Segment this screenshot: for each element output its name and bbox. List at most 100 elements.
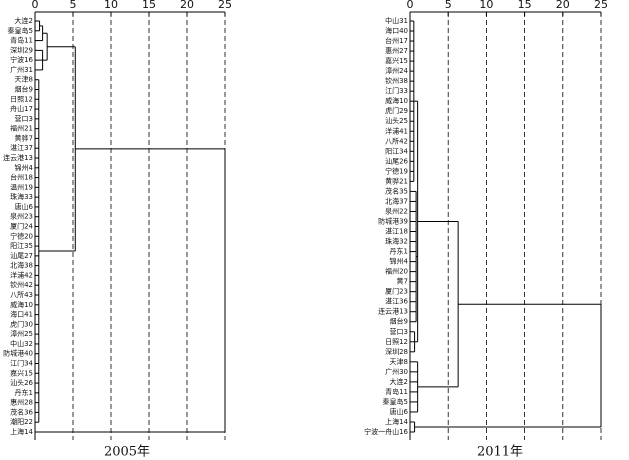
leaf-label: 威海10 [385, 96, 408, 105]
leaf-label: 唐山6 [390, 407, 409, 416]
x-tick-label: 0 [32, 0, 39, 11]
leaf-label: 日照12 [10, 95, 33, 103]
leaf-label: 广州30 [385, 367, 408, 376]
panel-caption: 2005年 [104, 445, 150, 460]
leaf-label: 烟台9 [15, 85, 33, 94]
leaf-label: 连云港13 [3, 153, 33, 162]
leaf-label: 威海10 [10, 300, 33, 309]
leaf-label: 福州20 [385, 267, 408, 276]
leaf-label: 惠州28 [10, 398, 33, 407]
x-tick-label: 5 [445, 0, 452, 11]
leaf-label: 广州31 [10, 65, 33, 74]
leaf-label: 北海38 [10, 261, 33, 270]
x-tick-label: 25 [218, 0, 232, 11]
leaf-label: 八所43 [10, 290, 33, 299]
leaf-label: 海口40 [385, 26, 408, 35]
leaf-label: 漳州25 [10, 329, 33, 338]
leaf-label: 八所42 [385, 136, 408, 145]
leaf-label: 上海14 [385, 417, 408, 426]
leaf-label: 潮阳22 [10, 417, 33, 426]
leaf-label: 汕头25 [385, 116, 408, 125]
leaf-label: 台州17 [385, 36, 408, 45]
leaf-label: 青岛11 [385, 387, 408, 396]
x-tick-label: 10 [479, 0, 493, 11]
leaf-label: 营口3 [15, 114, 33, 123]
leaf-label: 舟山17 [10, 104, 33, 113]
leaf-label: 湛江36 [385, 298, 408, 306]
leaf-label: 钦州38 [385, 76, 408, 85]
leaf-label: 茂名36 [10, 407, 33, 416]
leaf-label: 阳江35 [10, 241, 33, 250]
leaf-label: 大连2 [390, 377, 408, 386]
leaf-label: 汕头26 [10, 378, 33, 387]
leaf-label: 黄骅21 [385, 176, 408, 185]
leaf-label: 黄骅7 [15, 133, 33, 142]
leaf-label: 厦门24 [10, 222, 33, 231]
leaf-label: 泉州22 [385, 206, 408, 215]
leaf-label: 防城港39 [378, 216, 408, 225]
leaf-label: 珠海32 [385, 237, 408, 246]
leaf-label: 厦门23 [385, 287, 408, 296]
leaf-label: 北海37 [385, 196, 408, 205]
leaf-label: 茂名35 [385, 186, 408, 195]
x-tick-label: 15 [142, 0, 156, 11]
leaf-label: 宁德20 [10, 231, 33, 240]
leaf-label: 锦州4 [390, 257, 409, 266]
leaf-label: 日照12 [385, 338, 408, 346]
leaf-label: 连云港13 [378, 307, 408, 316]
leaf-label: 惠州27 [385, 46, 408, 55]
leaf-label: 汕尾26 [385, 156, 408, 165]
leaf-label: 洋浦41 [385, 126, 408, 135]
leaf-label: 温州19 [10, 182, 33, 191]
leaf-label: 江门34 [10, 359, 33, 368]
leaf-label: 虎门30 [10, 319, 33, 328]
leaf-label: 嘉兴15 [385, 56, 408, 65]
leaf-label: 防城港40 [3, 349, 33, 358]
leaf-label: 秦皇岛5 [8, 26, 33, 35]
leaf-label: 湛江37 [10, 144, 33, 152]
leaf-label: 大连2 [15, 16, 33, 25]
leaf-label: 洋浦42 [10, 270, 33, 279]
leaf-label: 上海14 [10, 427, 33, 436]
leaf-label: 深圳29 [10, 45, 33, 54]
leaf-label: 阳江34 [385, 146, 408, 155]
leaf-label: 天津8 [15, 76, 33, 84]
leaf-label: 丹东1 [390, 247, 408, 256]
x-tick-label: 20 [180, 0, 194, 11]
leaf-label: 宁波16 [10, 55, 33, 64]
leaf-label: 黄7 [397, 277, 408, 286]
leaf-label: 湛江18 [385, 228, 408, 236]
x-tick-label: 10 [104, 0, 118, 11]
leaf-label: 台州18 [10, 173, 33, 182]
leaf-label: 钦州42 [10, 280, 33, 289]
leaf-label: 烟台9 [390, 317, 408, 326]
leaf-label: 汕尾27 [10, 251, 33, 260]
leaf-label: 福州21 [10, 124, 33, 133]
leaf-label: 天津8 [390, 358, 408, 366]
panel-caption: 2011年 [477, 445, 523, 460]
leaf-label: 海口41 [10, 310, 33, 319]
leaf-label: 丹东1 [15, 388, 33, 397]
x-tick-label: 5 [70, 0, 77, 11]
leaf-label: 嘉兴15 [10, 368, 33, 377]
leaf-label: 唐山6 [15, 202, 34, 211]
leaf-label: 泉州23 [10, 212, 33, 221]
leaf-label: 漳州24 [385, 66, 408, 75]
leaf-label: 秦皇岛5 [383, 397, 408, 406]
leaf-label: 珠海33 [10, 192, 33, 201]
x-tick-label: 20 [556, 0, 570, 11]
leaf-label: 虎门29 [385, 106, 408, 115]
x-tick-label: 15 [518, 0, 532, 11]
leaf-label: 江门33 [385, 86, 408, 95]
leaf-label: 锦州4 [15, 163, 34, 172]
leaf-label: 营口3 [390, 327, 408, 336]
leaf-label: 宁德19 [385, 166, 408, 175]
leaf-label: 中山32 [10, 339, 33, 348]
leaf-label: 深圳28 [385, 347, 408, 356]
x-tick-label: 25 [594, 0, 608, 11]
leaf-label: 中山31 [385, 16, 408, 25]
leaf-label: 青岛11 [10, 36, 33, 45]
x-tick-label: 0 [407, 0, 414, 11]
leaf-label: 宁波一舟山16 [364, 427, 408, 436]
